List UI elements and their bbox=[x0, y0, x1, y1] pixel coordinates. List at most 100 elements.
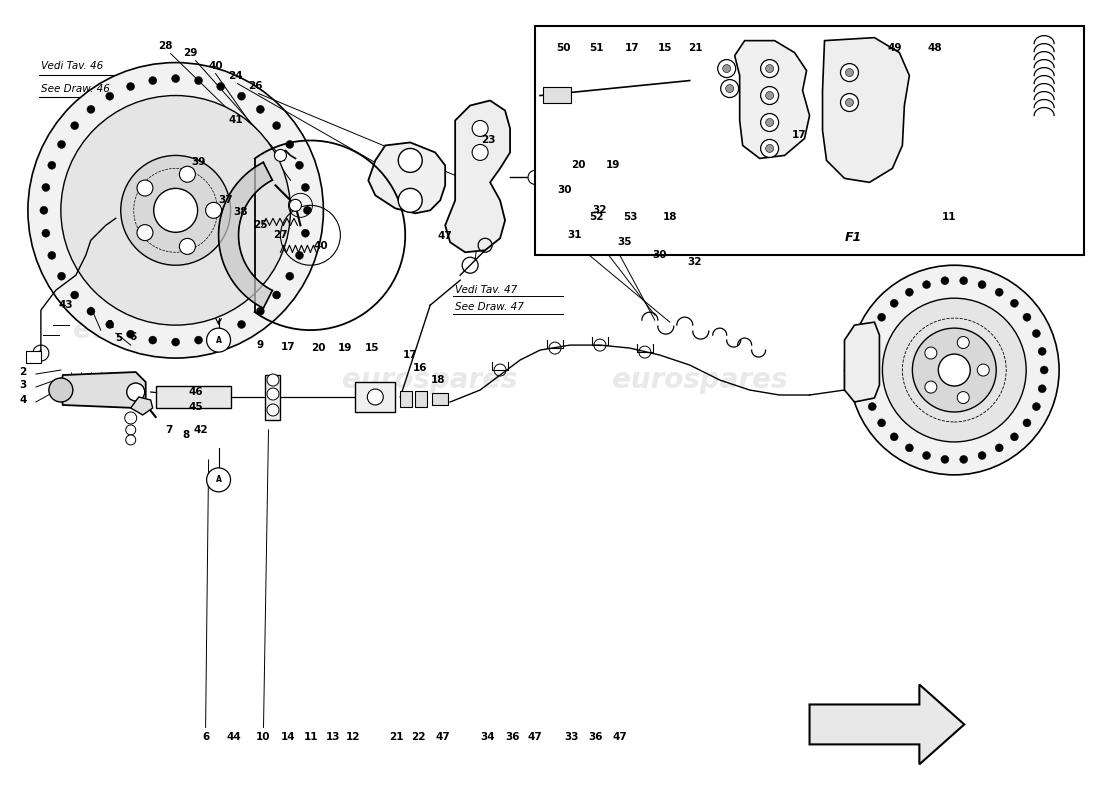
Text: 41: 41 bbox=[228, 115, 243, 126]
Circle shape bbox=[301, 230, 309, 238]
Circle shape bbox=[959, 277, 968, 285]
Circle shape bbox=[124, 412, 136, 424]
Circle shape bbox=[472, 121, 488, 137]
Circle shape bbox=[296, 251, 304, 259]
Polygon shape bbox=[810, 685, 965, 764]
Circle shape bbox=[1033, 330, 1041, 338]
Text: 22: 22 bbox=[411, 733, 426, 742]
Bar bbox=[400, 391, 412, 407]
Circle shape bbox=[42, 183, 50, 191]
Circle shape bbox=[206, 202, 221, 218]
Circle shape bbox=[760, 86, 779, 105]
Circle shape bbox=[87, 307, 95, 315]
Circle shape bbox=[398, 188, 422, 212]
Circle shape bbox=[207, 328, 231, 352]
Bar bbox=[156, 386, 231, 408]
Polygon shape bbox=[823, 38, 910, 182]
Text: 30: 30 bbox=[558, 186, 572, 195]
Circle shape bbox=[860, 366, 868, 374]
Text: 47: 47 bbox=[613, 733, 627, 742]
Text: 45: 45 bbox=[188, 402, 202, 412]
Circle shape bbox=[1038, 385, 1046, 393]
Text: 18: 18 bbox=[431, 375, 446, 385]
Text: 7: 7 bbox=[165, 425, 173, 435]
Circle shape bbox=[760, 59, 779, 78]
Circle shape bbox=[977, 364, 989, 376]
Text: A: A bbox=[216, 475, 221, 484]
Circle shape bbox=[125, 425, 135, 435]
Text: 9: 9 bbox=[257, 340, 264, 350]
Circle shape bbox=[195, 77, 202, 85]
Circle shape bbox=[217, 330, 224, 338]
Circle shape bbox=[840, 94, 858, 111]
Polygon shape bbox=[219, 162, 273, 308]
Text: 20: 20 bbox=[571, 161, 585, 170]
Circle shape bbox=[195, 336, 202, 344]
Circle shape bbox=[923, 281, 931, 289]
Circle shape bbox=[256, 106, 264, 114]
Circle shape bbox=[726, 85, 734, 93]
Circle shape bbox=[890, 433, 899, 441]
Circle shape bbox=[57, 272, 66, 280]
Text: 14: 14 bbox=[282, 733, 296, 742]
Circle shape bbox=[1033, 402, 1041, 410]
Circle shape bbox=[148, 77, 157, 85]
Circle shape bbox=[1023, 314, 1031, 322]
Circle shape bbox=[846, 69, 854, 77]
Text: See Draw. 47: See Draw. 47 bbox=[455, 302, 524, 312]
Circle shape bbox=[106, 92, 113, 100]
Text: 48: 48 bbox=[927, 42, 942, 53]
Circle shape bbox=[766, 91, 773, 99]
Text: 32: 32 bbox=[593, 206, 607, 215]
Text: 13: 13 bbox=[326, 733, 341, 742]
Circle shape bbox=[868, 330, 877, 338]
Text: 43: 43 bbox=[58, 300, 74, 310]
Text: 21: 21 bbox=[389, 733, 404, 742]
Circle shape bbox=[154, 188, 198, 232]
Circle shape bbox=[70, 122, 79, 130]
Circle shape bbox=[849, 266, 1059, 475]
Circle shape bbox=[996, 288, 1003, 296]
Circle shape bbox=[766, 118, 773, 126]
Circle shape bbox=[42, 230, 50, 238]
Text: 23: 23 bbox=[481, 135, 495, 146]
Circle shape bbox=[720, 79, 739, 98]
Text: 5: 5 bbox=[116, 333, 122, 343]
Bar bbox=[355, 382, 395, 412]
Circle shape bbox=[47, 251, 56, 259]
Polygon shape bbox=[131, 397, 153, 415]
Text: 44: 44 bbox=[227, 733, 241, 742]
Circle shape bbox=[760, 114, 779, 131]
Circle shape bbox=[217, 82, 224, 90]
Text: 1: 1 bbox=[107, 320, 114, 330]
Circle shape bbox=[923, 451, 931, 459]
Text: 27: 27 bbox=[273, 230, 288, 240]
Circle shape bbox=[172, 338, 179, 346]
Text: 12: 12 bbox=[346, 733, 361, 742]
Circle shape bbox=[1011, 299, 1019, 307]
Circle shape bbox=[207, 468, 231, 492]
Text: 32: 32 bbox=[688, 258, 702, 267]
Polygon shape bbox=[368, 142, 446, 214]
Circle shape bbox=[179, 166, 196, 182]
Text: A: A bbox=[216, 336, 221, 345]
Circle shape bbox=[148, 336, 157, 344]
Circle shape bbox=[138, 225, 153, 241]
Circle shape bbox=[957, 337, 969, 349]
Text: 29: 29 bbox=[184, 48, 198, 58]
Circle shape bbox=[48, 378, 73, 402]
Circle shape bbox=[940, 455, 949, 463]
Circle shape bbox=[125, 435, 135, 445]
Circle shape bbox=[940, 277, 949, 285]
Text: 34: 34 bbox=[481, 733, 495, 742]
Text: 21: 21 bbox=[689, 42, 703, 53]
Text: 11: 11 bbox=[942, 212, 957, 222]
Circle shape bbox=[256, 307, 264, 315]
Text: 36: 36 bbox=[588, 733, 603, 742]
Text: 18: 18 bbox=[662, 212, 676, 222]
Text: 47: 47 bbox=[528, 733, 542, 742]
Text: 24: 24 bbox=[228, 70, 243, 81]
Circle shape bbox=[882, 298, 1026, 442]
Text: 19: 19 bbox=[338, 343, 352, 353]
Circle shape bbox=[398, 149, 422, 172]
